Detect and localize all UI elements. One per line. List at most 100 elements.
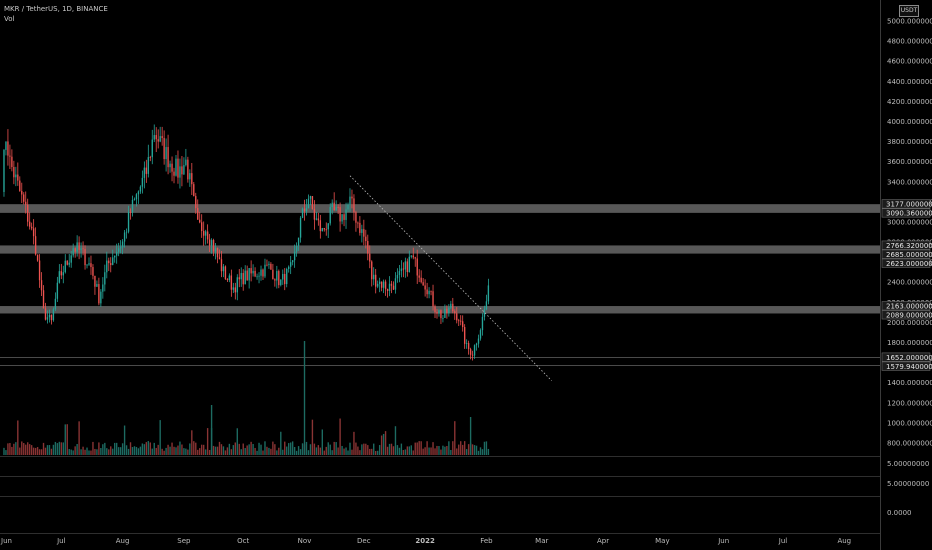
price-tick-label: 3000.00000000 [887, 218, 932, 226]
candle-body [153, 135, 155, 140]
volume-bar [252, 444, 254, 455]
volume-bar [363, 443, 365, 455]
volume-bar [400, 443, 403, 455]
volume-bar [102, 444, 104, 455]
candle-body [462, 321, 464, 328]
volume-bar [483, 441, 486, 455]
volume-bar [465, 449, 468, 455]
candle-body [373, 274, 375, 280]
currency-badge[interactable]: USDT [899, 5, 919, 17]
candle-body [199, 219, 201, 223]
volume-bar [143, 444, 146, 455]
candle-body [187, 159, 189, 180]
candle-body [189, 173, 191, 180]
volume-bar [133, 446, 136, 455]
volume-bar [96, 449, 98, 455]
candle-body [25, 201, 27, 205]
candle-body [133, 199, 136, 201]
time-tick-label: Jul [56, 537, 66, 545]
volume-bar [333, 441, 335, 455]
candle-body [371, 261, 373, 280]
time-tick-label: Apr [597, 537, 609, 545]
volume-bar [376, 450, 379, 455]
level-tag [881, 240, 931, 250]
volume-bar [353, 431, 355, 455]
candle-body [303, 208, 306, 212]
level-tag-label: 1579.94000000 [886, 363, 932, 371]
volume-bar [62, 442, 64, 455]
candle-body [469, 349, 472, 355]
candle-body [137, 191, 140, 195]
candle-body [485, 301, 488, 310]
volume-bar [264, 441, 266, 455]
volume-bar [392, 446, 395, 455]
candle-body [390, 283, 393, 286]
volume-bar [123, 425, 126, 455]
volume-bar [234, 442, 237, 455]
volume-bar [270, 448, 272, 455]
volume-bar [161, 448, 163, 455]
volume-bar [86, 447, 88, 455]
candle-body [86, 264, 88, 266]
trendline [349, 175, 552, 381]
candle-body [272, 269, 274, 280]
volume-bar [404, 449, 407, 455]
volume-bar [426, 441, 428, 455]
candle-body [444, 308, 446, 318]
candle-body [262, 269, 264, 277]
time-tick-label: Aug [116, 537, 130, 545]
volume-bar [384, 431, 387, 455]
time-tick-label: 2022 [415, 537, 435, 545]
candle-body [240, 273, 242, 280]
volume-bar [108, 449, 110, 455]
volume-bar [274, 444, 276, 455]
candle-body [396, 275, 399, 279]
candle-body [319, 220, 322, 232]
candle-body [175, 158, 177, 176]
volume-bar [349, 442, 351, 455]
volume-bar [325, 446, 327, 455]
zone-0 [0, 204, 880, 213]
candle-body [155, 135, 157, 140]
candle-body [274, 279, 276, 281]
candle-body [114, 255, 116, 258]
price-axis[interactable]: 5000.00000000 4800.00000000 4600.00000000 4… [880, 0, 932, 550]
candle-body [62, 272, 64, 276]
time-axis[interactable]: Jun Jul Aug Sep Oct Nov Dec 2022 Feb Mar Apr May Jun… [0, 533, 880, 546]
volume-bar [183, 448, 185, 455]
level-tag-label: 3090.36000000 [886, 210, 932, 218]
volume-bar [23, 443, 25, 455]
volume-bar [414, 442, 416, 455]
volume-bar [250, 441, 252, 455]
volume-bar [410, 445, 412, 455]
volume-bar [452, 441, 454, 455]
candle-body [242, 273, 244, 285]
volume-bar [329, 444, 331, 455]
candle-body [252, 270, 254, 274]
level-tag-label: 2089.00000000 [886, 312, 932, 320]
volume-bar [266, 446, 268, 455]
candle-body [278, 271, 280, 286]
candle-body [450, 303, 452, 308]
candle-body [183, 165, 185, 175]
candle-body [369, 253, 371, 262]
candle-body [106, 260, 108, 273]
volume-bar [106, 448, 108, 455]
candle-body [54, 298, 57, 310]
volume-layer [3, 341, 490, 455]
volume-bar [201, 444, 203, 455]
candle-body [60, 271, 63, 276]
pane-tick-label: 0.0000 [887, 509, 912, 517]
volume-bar [394, 426, 397, 455]
candle-body [84, 249, 86, 266]
candle-body [321, 228, 324, 232]
volume-bar [286, 446, 288, 455]
candle-body [440, 310, 442, 319]
candle-body [341, 214, 343, 222]
candle-body [467, 343, 470, 350]
volume-bar [48, 445, 51, 455]
candle-body [307, 198, 310, 209]
candle-body [179, 166, 181, 178]
volume-bar [432, 442, 434, 455]
